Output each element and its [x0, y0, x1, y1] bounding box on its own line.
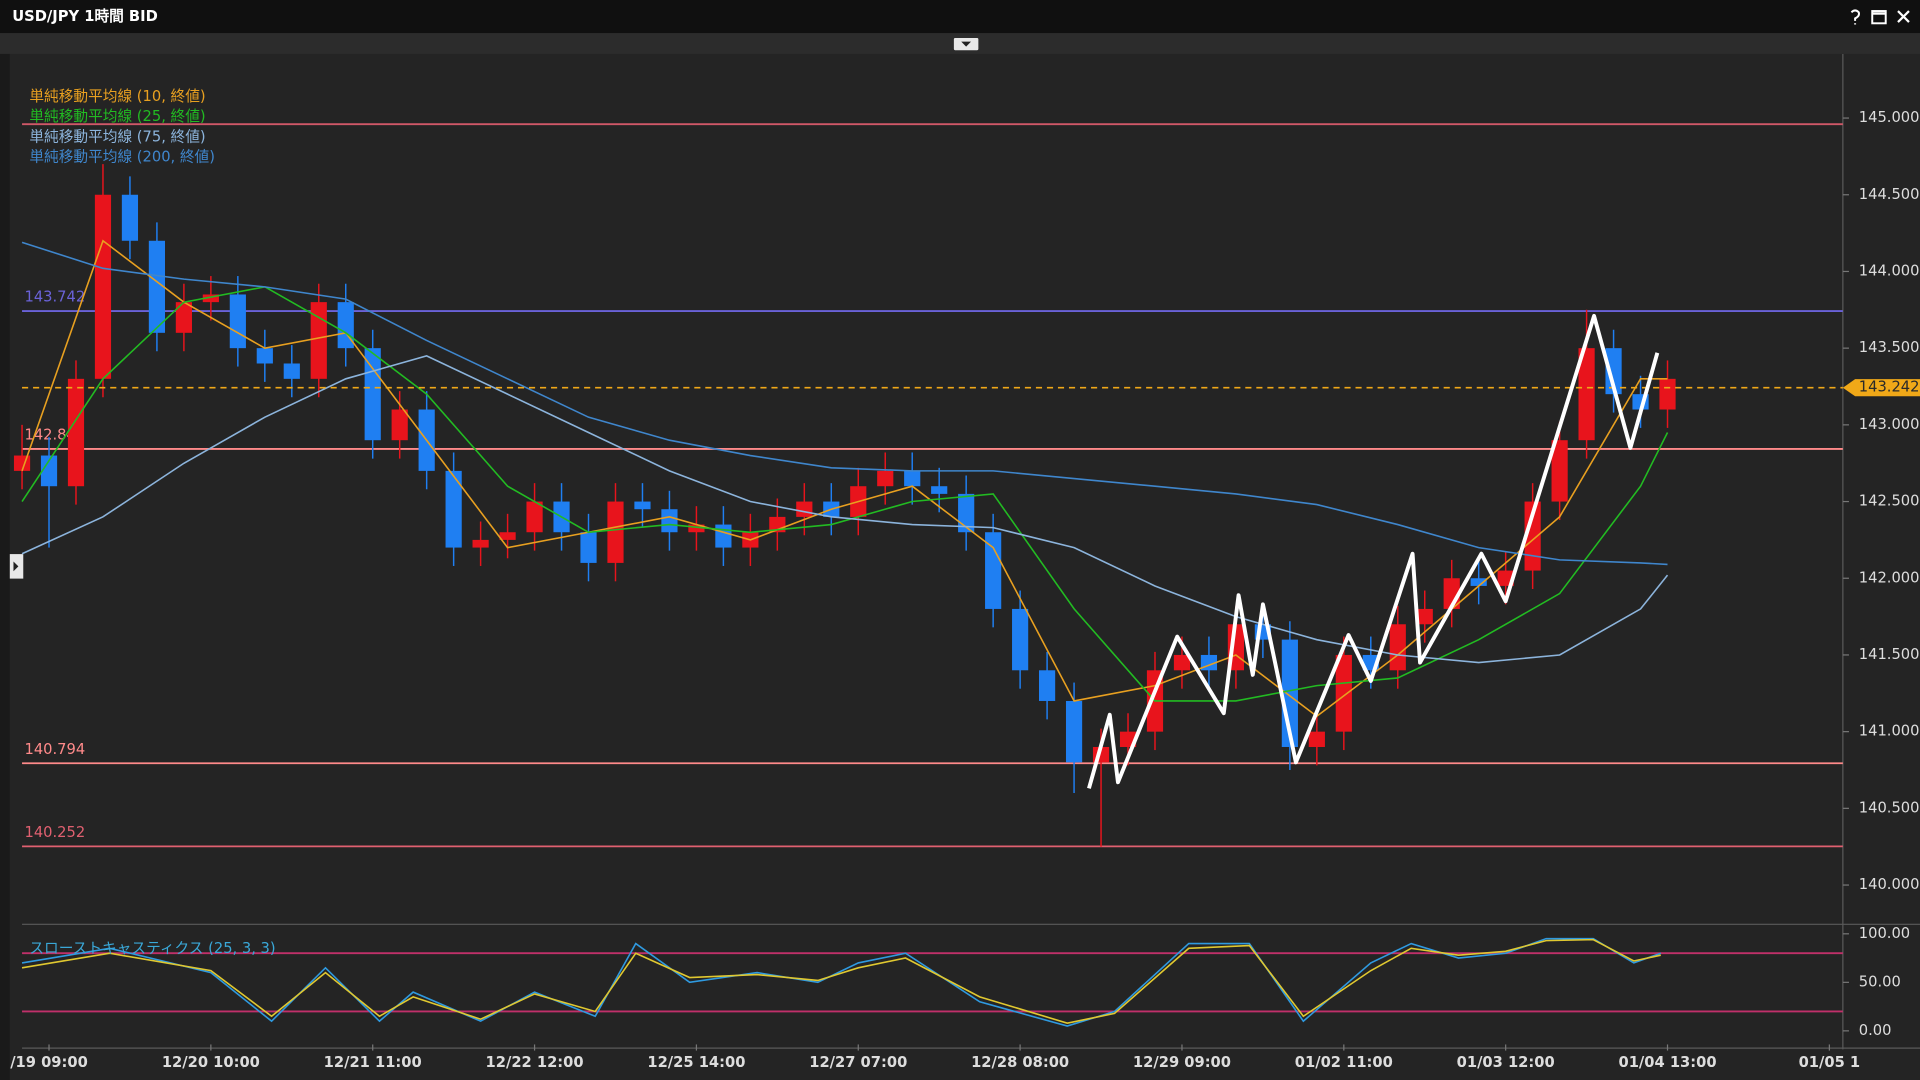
legend-entry: 単純移動平均線 (75, 終値) [29, 128, 205, 145]
level-label: 140.794 [24, 741, 85, 758]
title-bar [0, 0, 1920, 34]
candle-body [202, 294, 219, 303]
candle-body [715, 524, 732, 548]
candle-body [1012, 608, 1029, 671]
x-tick-label: /19 09:00 [10, 1054, 88, 1071]
y-tick-label: 144.500 [1859, 186, 1920, 203]
candle-body [391, 409, 408, 441]
series-line [21, 355, 1669, 664]
candle-body [877, 470, 894, 487]
candle-body [67, 378, 85, 487]
candle-body [283, 363, 300, 379]
x-tick-label: 12/22 12:00 [486, 1054, 584, 1071]
x-tick-label: 12/21 11:00 [324, 1054, 422, 1071]
candle-body [445, 470, 462, 548]
candle-body [688, 524, 705, 533]
candle-body [1578, 348, 1595, 441]
y-tick-label: 0.00 [1859, 1022, 1892, 1039]
legend-entry: 単純移動平均線 (10, 終値) [29, 88, 205, 105]
maximize-button[interactable] [1871, 10, 1887, 25]
series-line [21, 938, 1661, 1024]
candle-body [580, 532, 597, 563]
series-line [21, 937, 1662, 1027]
candle-body [175, 302, 192, 333]
level-label: 140.252 [24, 824, 85, 841]
candle-body [1335, 654, 1352, 732]
candle-body [1065, 700, 1083, 763]
trend-zigzag [1087, 313, 1660, 789]
x-tick-label: 01/04 13:00 [1618, 1054, 1716, 1071]
candle-body [310, 302, 327, 379]
candle-body [499, 532, 516, 540]
y-tick-label: 143.000 [1859, 416, 1920, 433]
candle-body [904, 470, 921, 487]
x-tick-label: 01/05 1 [1799, 1054, 1861, 1071]
candle-body [661, 509, 678, 533]
x-tick-label: 12/27 07:00 [809, 1054, 907, 1071]
candle-body [607, 501, 624, 563]
y-tick-label: 143.500 [1859, 339, 1920, 356]
close-button[interactable] [1897, 10, 1910, 23]
y-tick-label: 141.000 [1859, 723, 1920, 740]
candle-body [1308, 731, 1325, 747]
candle-body [1659, 378, 1676, 410]
candle-body [1470, 578, 1487, 586]
level-label: 143.742 [24, 289, 85, 306]
x-tick-label: 12/29 09:00 [1133, 1054, 1231, 1071]
candle-body [1551, 440, 1568, 502]
current-price-tag [1842, 379, 1920, 397]
candle-body [1416, 608, 1433, 625]
y-tick-label: 141.500 [1859, 646, 1920, 663]
series-line [21, 241, 1668, 566]
candle-body [121, 194, 139, 241]
current-price-label: 143.242 [1859, 379, 1920, 396]
candle-body [364, 348, 381, 441]
candle-body [1173, 654, 1191, 671]
side-panel [0, 53, 10, 1080]
candle-body [526, 501, 543, 533]
candle-body [634, 501, 651, 510]
candle-body [1524, 501, 1541, 571]
candle-body [94, 194, 112, 379]
candle-body [256, 348, 273, 364]
y-tick-label: 144.000 [1859, 262, 1920, 279]
y-tick-label: 100.00 [1859, 925, 1910, 942]
indicator-title: スローストキャスティクス (25, 3, 3) [29, 940, 275, 957]
x-tick-label: 01/02 11:00 [1295, 1054, 1393, 1071]
y-tick-label: 145.000 [1859, 109, 1920, 126]
x-tick-label: 12/25 14:00 [647, 1054, 745, 1071]
candle-body [958, 493, 975, 533]
y-tick-label: 50.00 [1859, 973, 1901, 990]
side-panel-toggle[interactable] [9, 554, 24, 579]
candle-body [148, 240, 166, 333]
series-line [21, 239, 1668, 718]
candle-body [985, 532, 1002, 609]
y-tick-label: 140.500 [1859, 799, 1920, 816]
x-tick-label: 12/28 08:00 [971, 1054, 1069, 1071]
legend-entry: 単純移動平均線 (25, 終値) [29, 108, 205, 125]
help-button[interactable] [1847, 7, 1864, 27]
candle-body [229, 294, 246, 349]
x-tick-label: 01/03 12:00 [1457, 1054, 1555, 1071]
x-tick-label: 12/20 10:00 [162, 1054, 260, 1071]
legend-entry: 単純移動平均線 (200, 終値) [29, 149, 215, 166]
candle-body [1605, 348, 1622, 395]
candle-body [931, 486, 948, 494]
y-tick-label: 142.500 [1859, 493, 1920, 510]
candle-body [1039, 670, 1056, 701]
y-tick-label: 140.000 [1859, 876, 1920, 893]
collapse-toggle[interactable] [953, 38, 979, 51]
candle-body [796, 501, 813, 517]
candle-body [1389, 624, 1406, 671]
y-tick-label: 142.000 [1859, 569, 1920, 586]
window-title: USD/JPY 1時間 BID [12, 7, 158, 25]
candle-body [40, 455, 58, 487]
candle-body [472, 539, 489, 548]
